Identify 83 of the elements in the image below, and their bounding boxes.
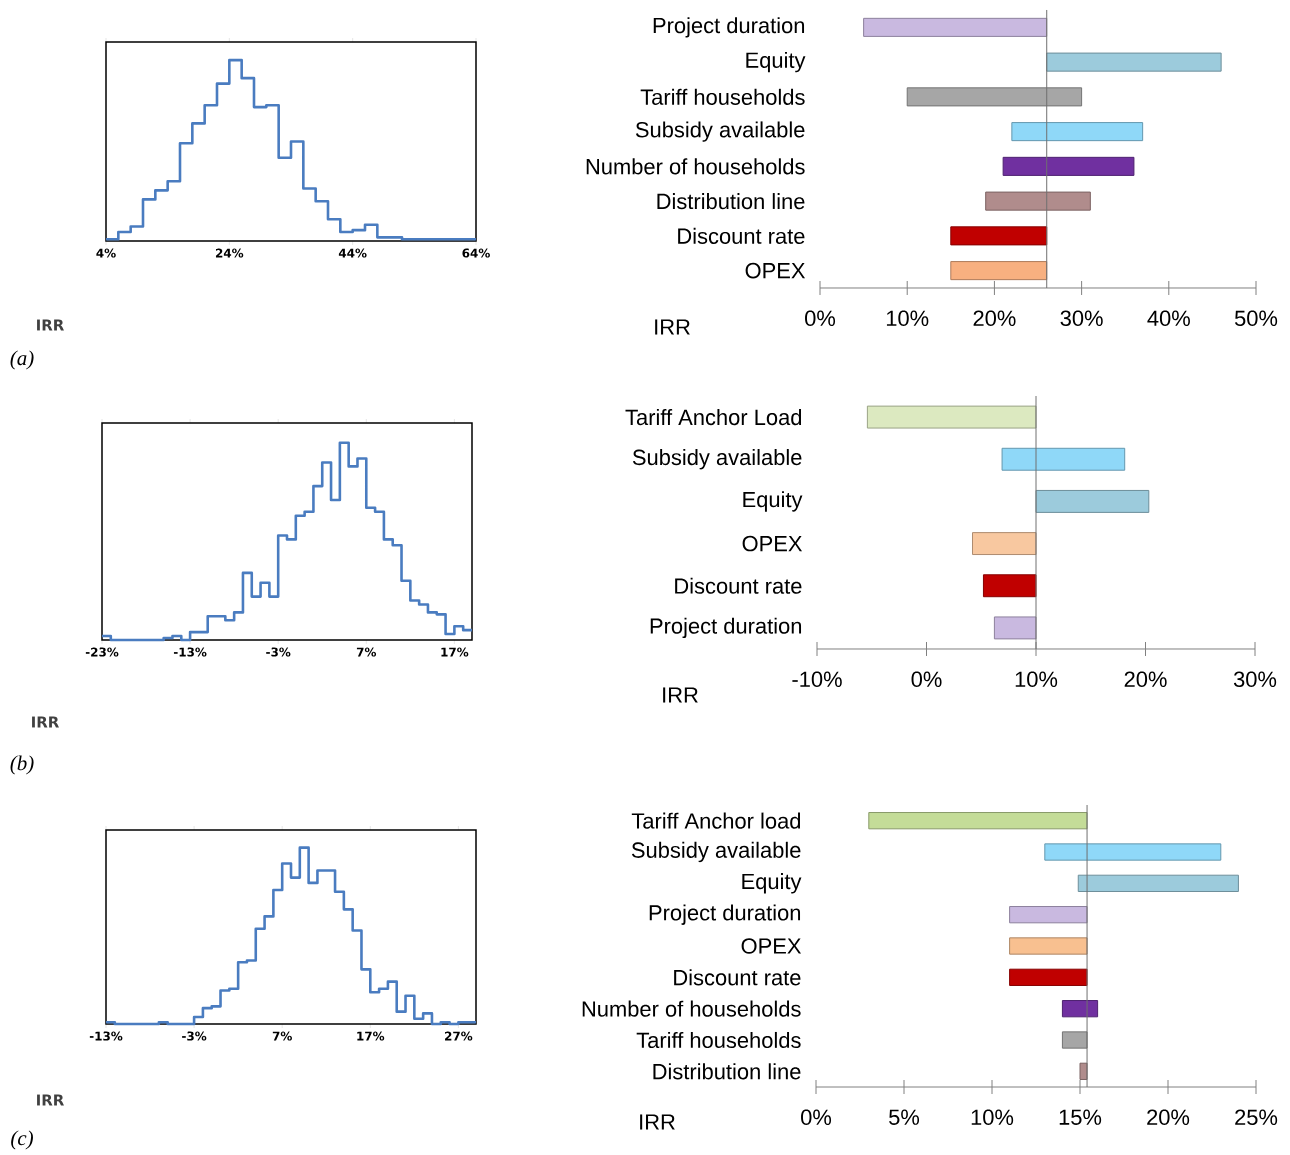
y-tick-label: Discount rate (674, 969, 801, 986)
bar (1046, 52, 1222, 72)
x-axis-title: IRR (655, 319, 690, 335)
x-tick-label: 5% (889, 1109, 920, 1125)
y-tick-label: Subsidy available (631, 841, 801, 863)
x-tick-label: 25% (1235, 1109, 1278, 1126)
x-tick-label: 27% (445, 1031, 473, 1041)
x-tick-label: 10% (971, 1109, 1014, 1126)
x-tick-label: 30% (1233, 671, 1277, 688)
x-axis-title: IRR (37, 319, 64, 331)
bar (1061, 1000, 1099, 1018)
bar (972, 532, 1037, 556)
y-tick-label: Project duration (650, 617, 802, 639)
bar (1035, 489, 1150, 513)
x-tick-label: 44% (338, 248, 367, 258)
x-tick-label: 7% (272, 1031, 292, 1041)
x-tick-label: 40% (1147, 310, 1190, 327)
x-axis-title: IRR (37, 1094, 64, 1106)
x-tick-label: -10% (792, 671, 842, 688)
x-tick-label: 0% (911, 671, 942, 688)
bar (1002, 156, 1135, 176)
y-tick-label: Number of households (582, 1000, 801, 1017)
x-tick-label: 15% (1059, 1109, 1102, 1125)
y-tick-label: OPEX (741, 938, 802, 954)
bar (982, 574, 1037, 598)
x-tick-label: 17% (357, 1031, 385, 1041)
bar (1009, 906, 1088, 924)
x-tick-label: 17% (441, 647, 469, 657)
y-tick-label: Project duration (649, 904, 801, 925)
x-tick-label: 0% (801, 1109, 832, 1126)
x-tick-label: 50% (1234, 310, 1278, 327)
y-tick-label: Distribution line (657, 193, 805, 210)
bar (1009, 968, 1088, 986)
y-tick-label: Project duration (653, 17, 805, 38)
x-tick-label: 7% (356, 647, 377, 657)
y-tick-label: Tariff households (636, 1031, 801, 1049)
x-tick-label: -13% (173, 647, 207, 657)
y-tick-label: Equity (743, 491, 803, 512)
y-tick-label: Tariff households (640, 88, 805, 105)
y-tick-label: Equity (742, 873, 802, 894)
x-tick-label: -3% (266, 647, 291, 657)
text: (c) (11, 1130, 33, 1150)
x-tick-label: 10% (1015, 671, 1058, 688)
x-tick-label: 10% (886, 310, 929, 327)
y-tick-label: Subsidy available (635, 121, 805, 142)
x-tick-label: 20% (973, 310, 1016, 327)
x-tick-label: 20% (1147, 1109, 1190, 1126)
x-tick-label: 0% (805, 310, 836, 327)
y-tick-label: Discount rate (675, 577, 802, 594)
text: (a) (10, 350, 34, 370)
y-tick-label: OPEX (745, 262, 806, 279)
bar (1009, 937, 1088, 955)
bar (950, 226, 1048, 246)
bar (1011, 122, 1144, 142)
bar (866, 405, 1037, 429)
y-tick-label: Distribution line (653, 1063, 801, 1080)
x-axis-title: IRR (663, 687, 698, 703)
y-tick-label: OPEX (742, 535, 803, 552)
y-tick-label: Tariff Anchor Load (625, 409, 802, 426)
x-axis-title: IRR (32, 716, 59, 728)
x-tick-label: 24% (215, 248, 244, 258)
y-tick-label: Tariff Anchor load (631, 812, 801, 829)
x-tick-label: -3% (182, 1031, 207, 1041)
x-tick-label: 4% (96, 248, 116, 258)
bar (985, 191, 1091, 211)
x-tick-label: 20% (1124, 671, 1167, 688)
x-tick-label: -23% (85, 647, 119, 657)
y-tick-label: Number of households (586, 158, 805, 175)
bar (950, 261, 1048, 281)
bar (1001, 447, 1126, 471)
y-tick-label: Discount rate (678, 227, 805, 244)
x-tick-label: -13% (89, 1031, 123, 1041)
x-axis-title: IRR (640, 1114, 675, 1130)
x-tick-label: 64% (462, 248, 490, 258)
y-tick-label: Equity (746, 51, 806, 73)
bar (993, 616, 1037, 640)
text: (b) (10, 755, 34, 775)
bar (868, 812, 1088, 830)
bar (863, 17, 1048, 37)
x-tick-label: 30% (1060, 310, 1103, 327)
y-tick-label: Subsidy available (632, 449, 802, 470)
bar (1044, 843, 1222, 861)
bar (1077, 874, 1239, 892)
